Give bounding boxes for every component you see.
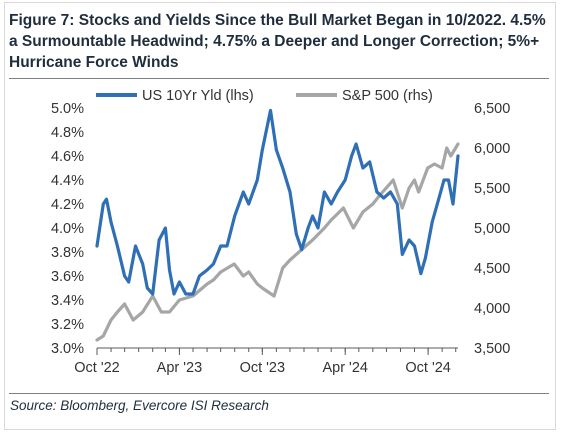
y-left-tick-label: 4.4% [51,173,84,189]
source-note: Source: Bloomberg, Evercore ISI Research [10,398,269,413]
y-right-tick-label: 6,500 [474,101,510,117]
y-left-tick-label: 3.6% [51,269,84,285]
series-layer [95,108,460,342]
y-right-tick-label: 4,500 [474,261,510,277]
x-tick-label: Apr '23 [157,360,203,376]
y-left-tick-label: 3.8% [51,245,84,261]
y-right-tick-label: 5,000 [474,221,510,237]
axes: 3.0% 3.2% 3.4% 3.6% 3.8% 4.0% 4.2% 4.4% 4.6% 4.8%… [51,101,510,376]
y-right-tick-label: 6,000 [474,141,510,157]
y-left-tick-label: 4.0% [51,221,84,237]
legend-label-sp500: S&P 500 (rhs) [342,88,433,104]
chart-frame [4,2,556,430]
legend: US 10Yr Yld (lhs) S&P 500 (rhs) [96,88,433,104]
y-left-tick-label: 3.0% [51,341,84,357]
y-left-tick-label: 3.2% [51,317,84,333]
y-left-tick-label: 4.6% [51,149,84,165]
y-right-tick-label: 4,000 [474,301,510,317]
legend-label-yield: US 10Yr Yld (lhs) [142,88,254,104]
x-tick-label: Oct '22 [74,360,119,376]
chart-title: Figure 7: Stocks and Yields Since the Bu… [9,12,546,71]
y-right-tick-label: 3,500 [474,341,510,357]
y-left-tick-label: 4.2% [51,197,84,213]
x-tick-label: Apr '24 [322,360,368,376]
x-tick-label: Oct '23 [240,360,285,376]
y-left-tick-label: 3.4% [51,293,84,309]
y-left-tick-label: 5.0% [51,101,84,117]
series-line-us-10yr-yield [95,108,460,296]
title-divider [9,78,549,79]
y-right-tick-label: 5,500 [474,181,510,197]
x-tick-label: Oct '24 [405,360,450,376]
source-divider [9,393,549,394]
series-line-sp500 [95,142,460,342]
y-left-tick-label: 4.8% [51,125,84,141]
